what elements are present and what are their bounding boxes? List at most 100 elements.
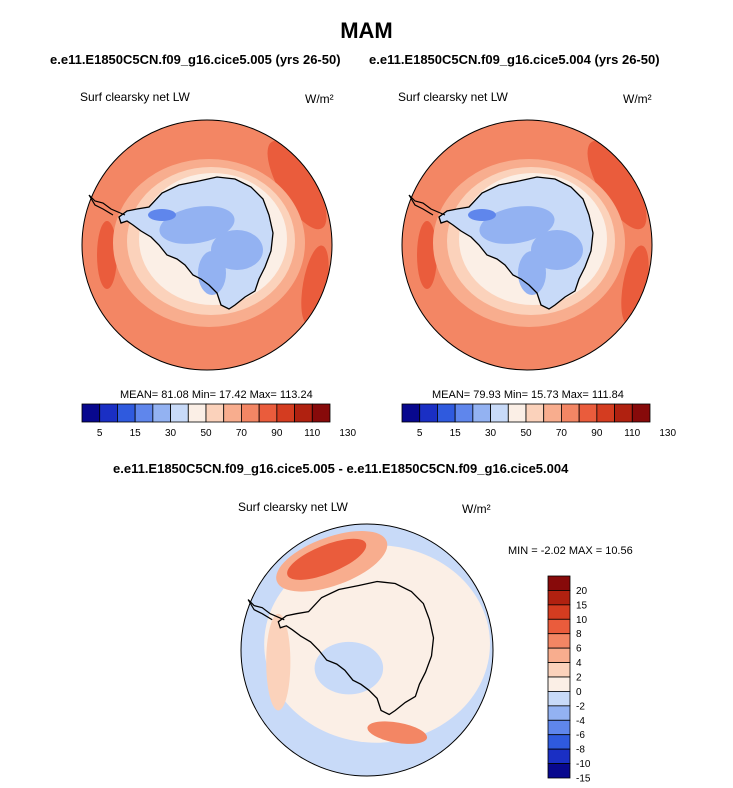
colorbar-swatch xyxy=(547,748,571,764)
colorbar-tick-label: 15 xyxy=(576,600,588,611)
colorbar-swatch xyxy=(631,403,651,423)
right-case-title: e.e11.E1850C5CN.f09_g16.cice5.004 (yrs 2… xyxy=(369,52,660,67)
colorbar-tick-label: 20 xyxy=(576,586,588,597)
colorbar-tick-label: -10 xyxy=(576,759,591,770)
interior-low xyxy=(479,206,555,244)
diff-variable-label: Surf clearsky net LW xyxy=(238,500,348,514)
interior-negative xyxy=(314,641,384,695)
map-panel-0 xyxy=(81,119,333,371)
colorbar-tick-label: 130 xyxy=(339,428,356,439)
strong-lw-band xyxy=(417,221,437,289)
colorbar-tick-label: 15 xyxy=(130,428,142,439)
colorbar-tick-label: 30 xyxy=(485,428,497,439)
interior-low xyxy=(518,251,546,295)
colorbar-swatch xyxy=(490,403,509,423)
antarctica-coastline xyxy=(277,580,435,716)
interior-low xyxy=(159,206,235,244)
colorbar-tick-label: 90 xyxy=(591,428,603,439)
colorbar-swatch xyxy=(596,403,615,423)
peninsula-coastline xyxy=(88,194,126,216)
colorbar-swatch xyxy=(547,604,571,620)
left-stats: MEAN= 81.08 Min= 17.42 Max= 113.24 xyxy=(120,389,313,401)
colorbar-1: 5 15 30 50 70 90 110 130 xyxy=(401,403,676,439)
main-title: MAM xyxy=(340,18,393,43)
antarctica-coastline xyxy=(118,176,274,310)
antarctica-coastline xyxy=(438,176,594,310)
colorbar-tick-label: 50 xyxy=(200,428,212,439)
colorbar-swatch xyxy=(187,403,207,423)
colorbar-swatch xyxy=(507,403,527,423)
colorbar-swatch xyxy=(99,403,118,423)
colorbar-tick-label: 90 xyxy=(271,428,283,439)
colorbar-tick-label: -15 xyxy=(576,774,591,785)
colorbar-swatch xyxy=(547,691,571,707)
colorbar-swatch xyxy=(543,403,562,423)
colorbar-tick-label: -4 xyxy=(576,716,585,727)
diff-stats: MIN = -2.02 MAX = 10.56 xyxy=(508,545,633,557)
colorbar-swatch xyxy=(547,618,571,635)
colorbar-tick-label: 110 xyxy=(304,428,320,439)
colorbar-swatch xyxy=(547,705,571,721)
colorbar-tick-label: 6 xyxy=(576,644,582,655)
colorbar-tick-label: 70 xyxy=(556,428,568,439)
interior-low xyxy=(198,251,226,295)
colorbar-swatch xyxy=(117,403,136,423)
positive-anomaly-core xyxy=(287,538,367,580)
colorbar-swatch xyxy=(419,403,438,423)
colorbar-swatch xyxy=(472,403,491,423)
map-boundary-circle xyxy=(81,119,333,371)
colorbar-0: 5 15 30 50 70 90 110 130 xyxy=(81,403,356,439)
colorbar-tick-label: 50 xyxy=(520,428,532,439)
strong-lw-band xyxy=(587,140,647,230)
colorbar-tick-label: 10 xyxy=(576,615,588,626)
right-stats: MEAN= 79.93 Min= 15.73 Max= 111.84 xyxy=(432,389,624,401)
map-panel-1 xyxy=(401,119,653,371)
colorbar-swatch xyxy=(81,403,101,423)
colorbar-swatch xyxy=(437,403,456,423)
colorbar-tick-label: 110 xyxy=(624,428,640,439)
colorbar-swatch xyxy=(134,403,154,423)
colorbar-tick-label: 130 xyxy=(659,428,676,439)
colorbar-swatch xyxy=(547,590,571,606)
colorbar-swatch xyxy=(547,647,571,663)
diff-units-label: W/m² xyxy=(462,502,491,516)
left-units-label: W/m² xyxy=(305,92,334,106)
interior-min xyxy=(468,209,496,221)
colorbar-tick-label: 70 xyxy=(236,428,248,439)
colorbar-swatch xyxy=(152,403,171,423)
colorbar-swatch xyxy=(525,403,545,423)
colorbar-swatch xyxy=(561,403,580,423)
left-case-title: e.e11.E1850C5CN.f09_g16.cice5.005 (yrs 2… xyxy=(50,52,341,67)
peninsula-coastline xyxy=(247,599,285,621)
colorbar-tick-label: 8 xyxy=(576,629,582,640)
colorbar-swatch xyxy=(258,403,278,423)
interior-min xyxy=(148,209,176,221)
map-panel-diff xyxy=(240,523,494,777)
colorbar-tick-label: -2 xyxy=(576,701,585,712)
colorbar-swatch xyxy=(401,403,421,423)
colorbar-swatch xyxy=(547,575,571,591)
strong-lw-band xyxy=(97,221,117,289)
colorbar-tick-label: 15 xyxy=(450,428,462,439)
colorbar-swatch xyxy=(547,763,571,779)
colorbar-swatch xyxy=(311,403,331,423)
colorbar-swatch xyxy=(578,403,598,423)
peninsula-coastline xyxy=(408,194,446,216)
colorbar-tick-label: 4 xyxy=(576,658,582,669)
colorbar-tick-label: -8 xyxy=(576,745,585,756)
interior-low xyxy=(211,230,263,270)
map-boundary-circle xyxy=(401,119,653,371)
colorbar-swatch xyxy=(294,403,313,423)
colorbar-tick-label: 0 xyxy=(576,687,582,698)
right-variable-label: Surf clearsky net LW xyxy=(398,90,508,104)
colorbar-swatch xyxy=(223,403,242,423)
right-units-label: W/m² xyxy=(623,92,652,106)
positive-anomaly xyxy=(266,613,291,711)
strong-lw-band xyxy=(267,140,327,230)
map-boundary-circle xyxy=(240,523,494,777)
colorbar-swatch xyxy=(547,633,571,649)
colorbar-tick-label: 2 xyxy=(576,673,582,684)
colorbar-swatch xyxy=(614,403,633,423)
